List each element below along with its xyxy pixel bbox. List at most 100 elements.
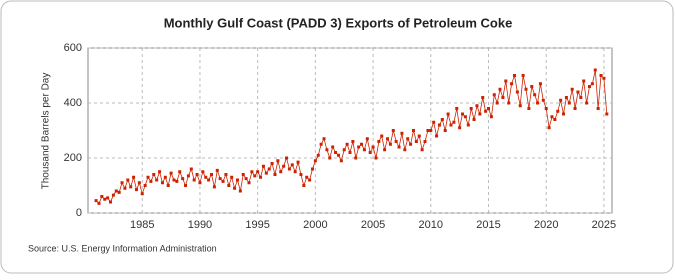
marker [498, 87, 502, 91]
source: Source: U.S. Energy Information Administ… [28, 243, 217, 253]
marker [253, 174, 257, 178]
marker [296, 160, 300, 164]
marker [466, 123, 470, 127]
marker [501, 96, 505, 99]
marker [472, 118, 476, 121]
frame [0, 0, 674, 274]
marker [198, 181, 202, 185]
marker [585, 101, 589, 105]
marker [100, 195, 104, 198]
marker [374, 156, 378, 160]
marker [302, 184, 306, 187]
marker [593, 68, 597, 72]
marker [362, 148, 366, 152]
marker [273, 173, 277, 176]
marker [195, 173, 199, 176]
marker [388, 142, 392, 146]
marker [533, 93, 537, 97]
marker [567, 101, 571, 105]
marker [446, 112, 450, 116]
marker [261, 164, 265, 168]
marker [432, 120, 436, 124]
marker [322, 137, 326, 141]
marker [94, 199, 98, 203]
marker [244, 177, 248, 181]
marker [380, 134, 384, 138]
marker [238, 189, 242, 193]
marker [308, 178, 312, 182]
marker [411, 129, 415, 132]
marker [504, 79, 508, 83]
marker [348, 151, 352, 154]
marker [126, 178, 130, 182]
marker [247, 181, 251, 185]
marker [351, 140, 355, 143]
marker [469, 107, 473, 110]
marker [172, 178, 176, 182]
marker [521, 74, 525, 77]
marker [256, 170, 260, 174]
marker [149, 179, 153, 183]
marker [354, 156, 358, 160]
series-line [95, 69, 608, 205]
marker [559, 98, 563, 102]
marker [209, 173, 213, 176]
marker [429, 129, 433, 132]
marker [227, 184, 231, 187]
marker [336, 153, 340, 157]
marker [536, 101, 540, 105]
marker [129, 185, 133, 189]
marker [319, 142, 323, 146]
marker [345, 142, 349, 146]
marker [114, 189, 118, 193]
marker [512, 74, 516, 77]
x-tick-label: 2005 [361, 219, 385, 231]
marker [553, 118, 557, 121]
marker [357, 145, 361, 149]
marker [169, 171, 173, 175]
y-tick-label: 200 [64, 152, 82, 164]
marker [420, 148, 424, 152]
marker [305, 175, 309, 179]
marker [458, 126, 462, 130]
marker [241, 173, 245, 176]
marker [386, 137, 390, 141]
marker [282, 164, 286, 168]
marker [123, 186, 127, 190]
marker [394, 140, 398, 143]
marker [481, 96, 485, 99]
marker [527, 107, 531, 110]
marker [391, 129, 395, 132]
marker [186, 174, 190, 178]
marker [365, 137, 369, 141]
marker [120, 181, 124, 185]
marker [279, 170, 283, 174]
marker [276, 159, 280, 163]
marker [564, 96, 568, 99]
marker [207, 178, 211, 182]
marker [550, 115, 554, 119]
marker [495, 101, 499, 105]
marker [360, 142, 364, 146]
marker [403, 148, 407, 152]
marker [137, 181, 141, 185]
marker [455, 107, 459, 110]
marker [605, 112, 609, 116]
marker [397, 145, 401, 149]
marker [515, 90, 519, 94]
marker [328, 156, 332, 160]
marker [221, 179, 225, 183]
marker [117, 190, 121, 194]
x-tick-label: 1990 [188, 219, 212, 231]
marker [293, 170, 297, 174]
marker [181, 177, 185, 181]
marker [547, 126, 551, 130]
marker [492, 93, 496, 97]
marker [310, 167, 314, 171]
marker [452, 120, 456, 124]
y-tick-label: 0 [76, 207, 82, 219]
marker [377, 140, 381, 143]
marker [259, 175, 263, 179]
marker [587, 85, 591, 88]
